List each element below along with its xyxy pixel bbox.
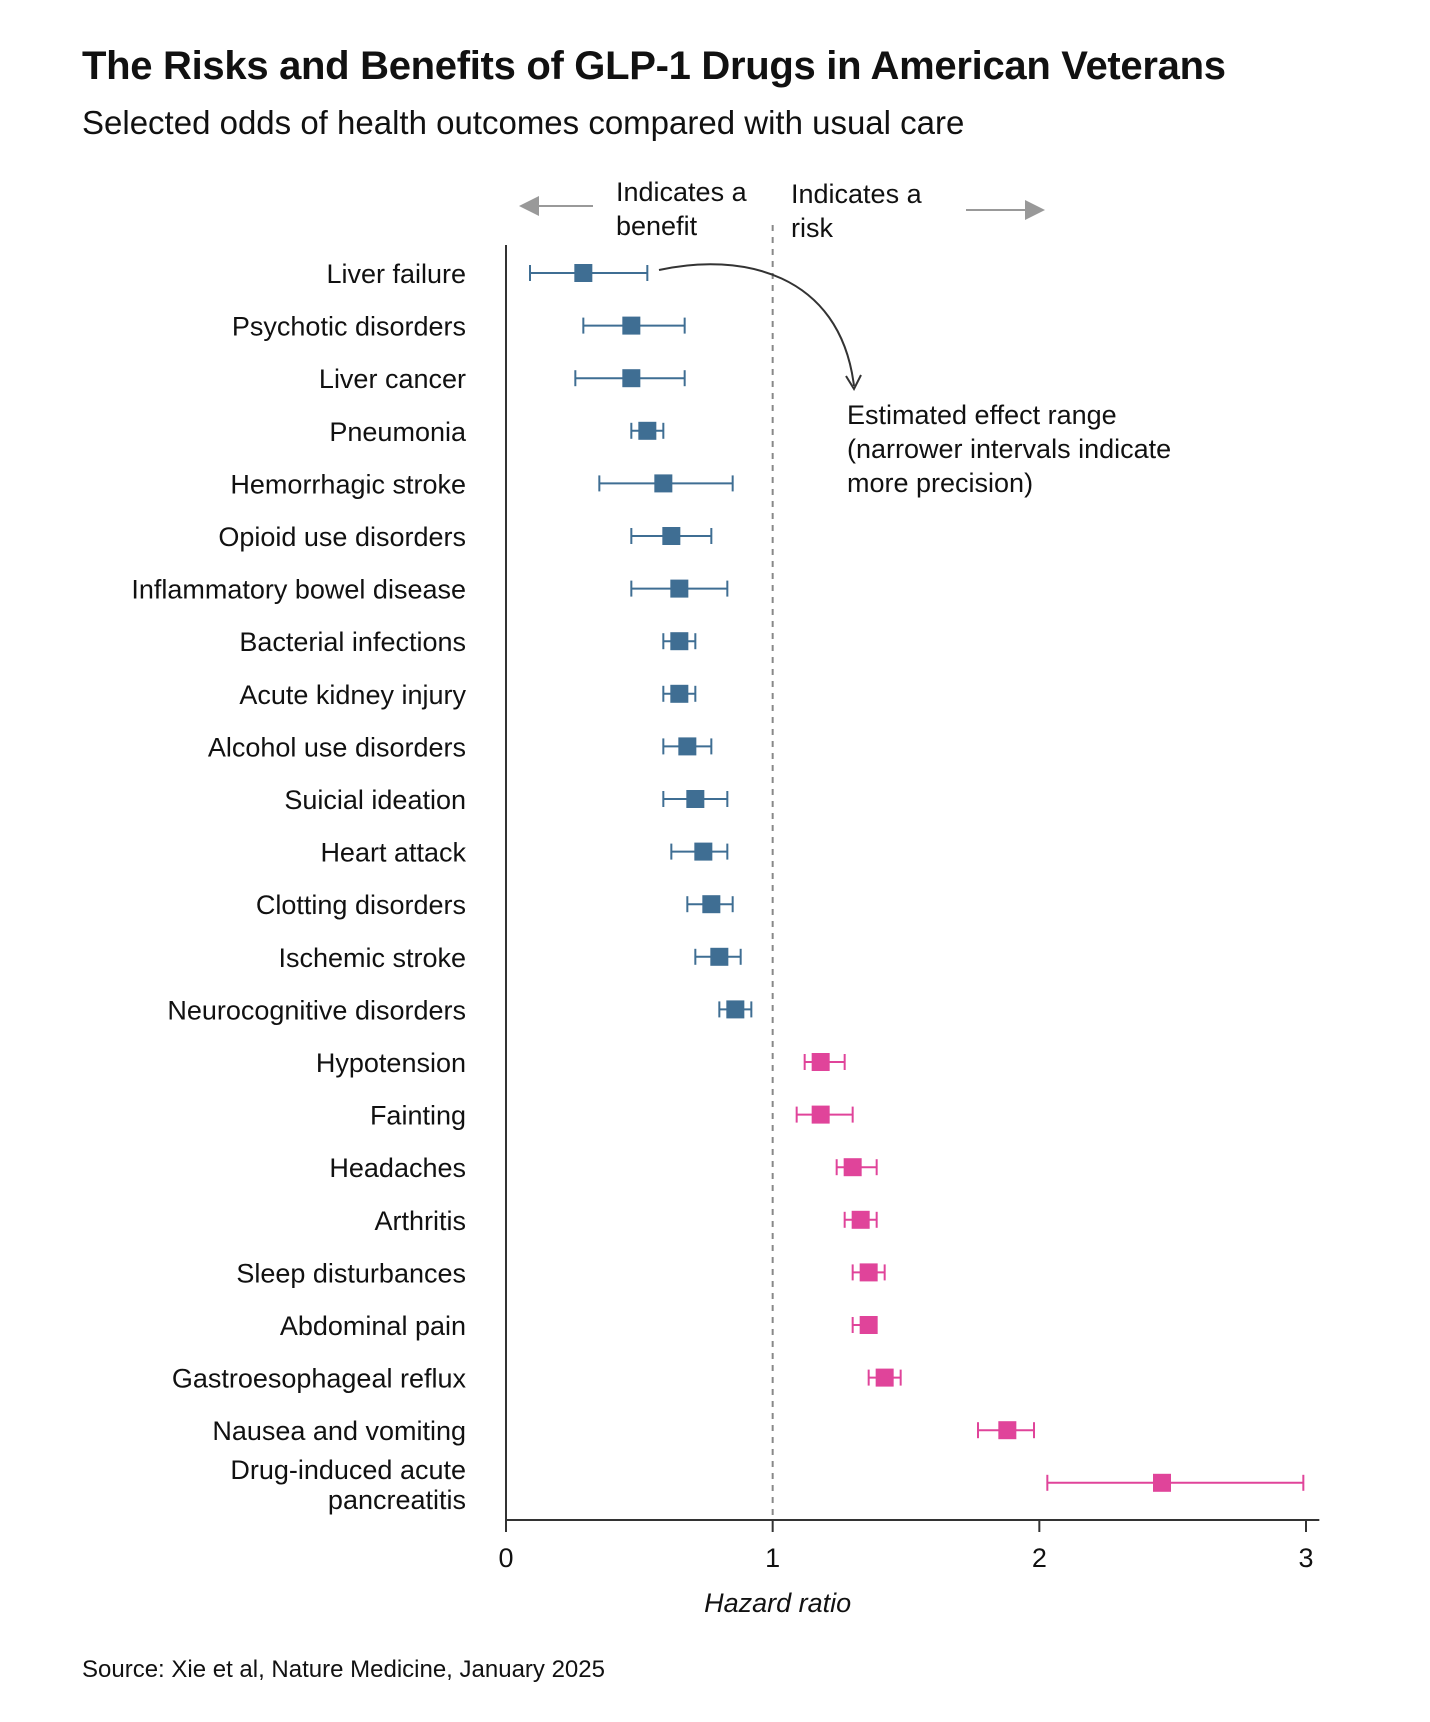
- outcome-label: Psychotic disorders: [232, 312, 466, 342]
- outcome-label: Liver failure: [326, 259, 466, 289]
- outcome-row: Headaches: [329, 1153, 878, 1183]
- outcome-row: Abdominal pain: [280, 1311, 878, 1341]
- forest-plot: Indicates a benefit Indicates a risk Liver …: [131, 177, 1320, 1618]
- x-axis-label: Hazard ratio: [704, 1588, 851, 1618]
- hazard-ratio-marker: [710, 947, 729, 966]
- outcome-label: Inflammatory bowel disease: [131, 575, 466, 605]
- hazard-ratio-marker: [694, 842, 713, 861]
- outcome-row: Liver cancer: [319, 364, 686, 394]
- direction-annotations: Indicates a benefit Indicates a risk: [519, 177, 1045, 243]
- hazard-ratio-marker: [811, 1053, 830, 1071]
- hazard-ratio-marker: [859, 1316, 878, 1334]
- hazard-ratio-marker: [843, 1158, 862, 1177]
- outcome-row: Liver failure: [326, 259, 649, 289]
- outcome-row: Sleep disturbances: [236, 1258, 886, 1288]
- outcome-row: Acute kidney injury: [239, 680, 697, 710]
- outcome-label: Hemorrhagic stroke: [230, 469, 466, 499]
- x-tick-label: 3: [1298, 1543, 1313, 1573]
- benefit-annotation-text: benefit: [616, 211, 698, 241]
- outcome-label: Heart attack: [320, 838, 466, 868]
- outcome-row: Alcohol use disorders: [208, 732, 713, 762]
- hazard-ratio-marker: [662, 527, 681, 545]
- x-tick-label: 1: [765, 1543, 780, 1573]
- outcome-label: Abdominal pain: [280, 1311, 466, 1341]
- outcome-label: Pneumonia: [329, 417, 467, 447]
- source-note: Source: Xie et al, Nature Medicine, Janu…: [82, 1656, 605, 1683]
- hazard-ratio-marker: [859, 1263, 878, 1282]
- outcome-label: Alcohol use disorders: [208, 732, 466, 762]
- outcome-label: Suicial ideation: [284, 785, 466, 815]
- outcome-row: Heart attack: [320, 838, 729, 868]
- outcome-row: Hypotension: [316, 1048, 846, 1078]
- outcome-row: Clotting disorders: [256, 890, 734, 920]
- risk-annotation-text: Indicates a: [791, 179, 923, 209]
- x-tick-label: 0: [498, 1543, 513, 1573]
- hazard-ratio-marker: [670, 632, 689, 651]
- hazard-ratio-marker: [686, 790, 705, 808]
- outcome-label: Hypotension: [316, 1048, 466, 1078]
- outcome-label: Acute kidney injury: [239, 680, 466, 710]
- outcome-label: Arthritis: [374, 1206, 466, 1236]
- hazard-ratio-marker: [875, 1368, 894, 1387]
- outcome-row: Bacterial infections: [239, 627, 697, 657]
- hazard-ratio-marker: [670, 684, 689, 703]
- outcome-row: Psychotic disorders: [232, 312, 686, 342]
- hazard-ratio-marker: [998, 1421, 1017, 1440]
- outcome-label: Gastroesophageal reflux: [172, 1364, 467, 1394]
- effect-range-pointer-icon: [658, 263, 855, 387]
- hazard-ratio-marker: [622, 369, 641, 388]
- axes: 0 1 2 3 Hazard ratio: [498, 225, 1320, 1618]
- effect-range-arrowhead-icon: [845, 374, 862, 392]
- hazard-ratio-marker: [1153, 1473, 1171, 1492]
- outcome-label: pancreatitis: [328, 1485, 466, 1515]
- outcome-row: Nausea and vomiting: [212, 1416, 1035, 1446]
- effect-range-text: (narrower intervals indicate: [847, 434, 1171, 464]
- outcome-row: Suicial ideation: [284, 785, 729, 815]
- hazard-ratio-marker: [622, 316, 641, 335]
- outcome-label: Drug-induced acute: [230, 1455, 466, 1485]
- x-tick-label: 2: [1032, 1543, 1047, 1573]
- outcome-row: Fainting: [370, 1101, 854, 1131]
- outcome-row: Inflammatory bowel disease: [131, 575, 729, 605]
- outcome-label: Nausea and vomiting: [212, 1416, 466, 1446]
- hazard-ratio-marker: [638, 421, 657, 440]
- hazard-ratio-marker: [574, 264, 593, 282]
- outcome-rows: Liver failure Psychotic disorders Liver ca…: [131, 259, 1305, 1515]
- outcome-row: Neurocognitive disorders: [167, 995, 753, 1025]
- outcome-row: Hemorrhagic stroke: [230, 469, 734, 499]
- outcome-row: Gastroesophageal reflux: [172, 1364, 902, 1394]
- benefit-annotation-text: Indicates a: [616, 177, 748, 207]
- outcome-label: Clotting disorders: [256, 890, 466, 920]
- outcome-label: Ischemic stroke: [278, 943, 466, 973]
- outcome-label: Neurocognitive disorders: [167, 995, 466, 1025]
- outcome-row: Opioid use disorders: [218, 522, 713, 552]
- hazard-ratio-marker: [811, 1105, 830, 1124]
- hazard-ratio-marker: [670, 579, 689, 598]
- chart-title: The Risks and Benefits of GLP-1 Drugs in…: [82, 44, 1226, 88]
- outcome-row: Arthritis: [374, 1206, 878, 1236]
- outcome-label: Sleep disturbances: [236, 1258, 466, 1288]
- outcome-label: Bacterial infections: [239, 627, 466, 657]
- effect-range-annotation: Estimated effect range (narrower interval…: [658, 263, 1171, 498]
- hazard-ratio-marker: [726, 1000, 745, 1019]
- outcome-label: Fainting: [370, 1101, 466, 1131]
- outcome-label: Liver cancer: [319, 364, 466, 394]
- outcome-label: Headaches: [329, 1153, 466, 1183]
- outcome-row: Pneumonia: [329, 417, 665, 447]
- effect-range-text: more precision): [847, 468, 1033, 498]
- chart-subtitle: Selected odds of health outcomes compare…: [82, 104, 965, 141]
- outcome-row: Ischemic stroke: [278, 943, 742, 973]
- outcome-label: Opioid use disorders: [218, 522, 466, 552]
- hazard-ratio-marker: [851, 1210, 870, 1229]
- hazard-ratio-marker: [702, 895, 721, 914]
- effect-range-text: Estimated effect range: [847, 400, 1117, 430]
- risk-annotation-text: risk: [791, 213, 833, 243]
- hazard-ratio-marker: [678, 737, 697, 756]
- hazard-ratio-marker: [654, 474, 673, 493]
